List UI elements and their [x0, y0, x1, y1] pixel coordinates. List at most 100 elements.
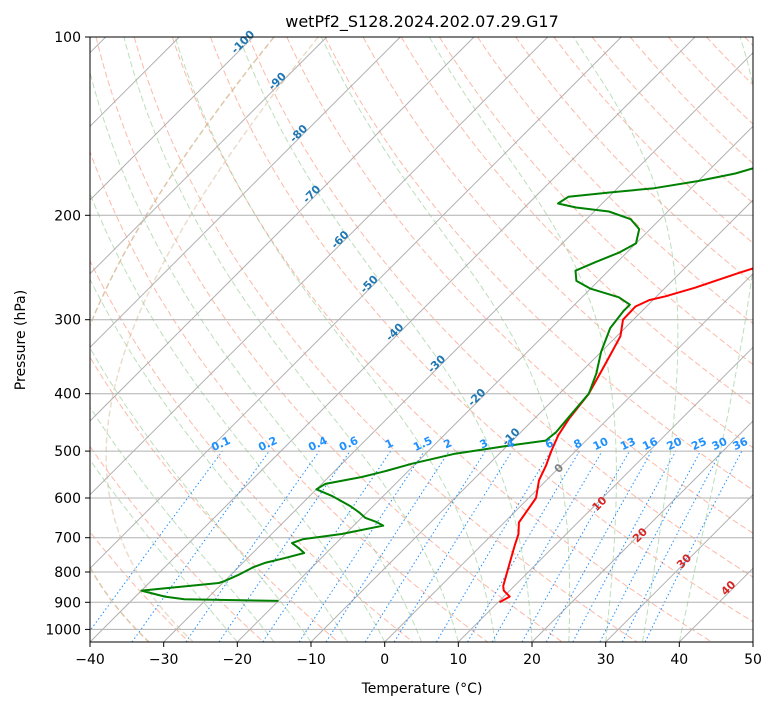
isotherm-label: -60 [328, 228, 351, 251]
y-tick-label: 300 [54, 313, 81, 329]
y-tick-label: 400 [54, 387, 81, 403]
x-tick-label: 20 [523, 652, 541, 668]
dry-adiabat [90, 445, 264, 642]
mixing-ratio-line [298, 450, 425, 642]
mixing-ratio-line [131, 450, 270, 642]
isotherm-label: -50 [358, 272, 381, 295]
mixing-ratio-line [545, 450, 653, 642]
dry-adiabat [744, 37, 753, 47]
x-axis-ticks: −40 −30 −20 −10 0 10 20 30 40 50 [75, 642, 762, 668]
isotherm-line [678, 567, 753, 642]
dry-adiabat [171, 37, 712, 642]
mixing-ratio-line [262, 450, 392, 642]
y-tick-label: 900 [54, 595, 81, 611]
dry-adiabat [515, 37, 753, 284]
x-tick-label: −20 [223, 652, 253, 668]
dry-adiabat [400, 37, 753, 407]
moist-adiabat [572, 37, 679, 642]
mixing-ratio-line [644, 450, 743, 642]
dry-adiabat-label: 0 [552, 461, 567, 476]
mixing-ratio-label: 13 [618, 435, 637, 453]
y-tick-label: 600 [54, 491, 81, 507]
isotherm-line [531, 420, 753, 642]
isotherm-label: -80 [287, 122, 310, 145]
isotherm-line [236, 125, 753, 642]
y-tick-label: 100 [54, 30, 81, 46]
dry-adiabat [90, 531, 190, 642]
x-tick-label: −40 [75, 652, 105, 668]
isotherm-line [90, 37, 401, 349]
isotherm-label: -30 [425, 352, 448, 375]
isotherm-line [90, 37, 328, 275]
mixing-ratio-line [521, 450, 630, 642]
moist-adiabat [320, 37, 571, 642]
moist-adiabat [123, 37, 459, 642]
dry-adiabat [477, 37, 753, 325]
dry-adiabat [362, 37, 753, 449]
y-tick-label: 500 [54, 444, 81, 460]
mixing-ratio-line [393, 450, 513, 642]
moist-adiabat [678, 37, 753, 642]
isotherm-line [457, 346, 753, 642]
isotherm-line [310, 199, 753, 642]
dry-adiabat [248, 37, 753, 578]
moist-adiabat [90, 406, 275, 642]
dry-adiabat [706, 37, 753, 86]
y-tick-label: 700 [54, 531, 81, 547]
background-lines [90, 37, 753, 642]
reference-curve [90, 37, 275, 642]
mixing-ratio-line [185, 450, 320, 642]
isotherm-line [90, 37, 475, 422]
x-tick-label: −30 [149, 652, 179, 668]
mixing-ratio-label: 2 [442, 436, 454, 451]
x-tick-label: 10 [449, 652, 467, 668]
isotherm-line [90, 37, 696, 642]
pressure-gridlines [90, 36, 753, 630]
mixing-ratio-label: 30 [710, 435, 730, 453]
isotherm-line [90, 37, 254, 201]
profile-lines [140, 167, 753, 604]
mixing-ratio-line [218, 450, 351, 642]
isotherm-line [90, 37, 549, 496]
y-axis-ticks: 100 200 300 400 500 600 700 800 900 1000 [45, 30, 90, 638]
isotherm-line [90, 37, 622, 570]
chart-title: wetPf2_S128.2024.202.07.29.G17 [285, 12, 559, 32]
isotherm-label: -90 [266, 70, 289, 93]
x-tick-label: 40 [670, 652, 688, 668]
moist-adiabat [428, 37, 617, 642]
isotherm-line [752, 641, 753, 642]
mixing-ratio-label: 10 [591, 435, 611, 453]
mixing-ratio-line [572, 450, 677, 642]
plot-frame [89, 36, 754, 643]
x-tick-label: 50 [744, 652, 762, 668]
moist-adiabat [90, 70, 422, 642]
moist-adiabat [90, 192, 386, 642]
x-axis-label: Temperature (°C) [361, 681, 483, 697]
mixing-ratio-line [435, 450, 552, 642]
isotherm-label: -20 [465, 386, 488, 409]
mixing-ratio-label: 36 [731, 435, 751, 453]
isotherm-label: -70 [300, 182, 323, 205]
dewpoint-profile [140, 167, 753, 602]
x-tick-label: 0 [380, 652, 389, 668]
y-tick-label: 200 [54, 208, 81, 224]
dry-adiabat [438, 37, 753, 366]
dry-adiabat [210, 37, 753, 623]
isotherm-line [384, 272, 753, 642]
y-axis-label: Pressure (hPa) [13, 290, 29, 390]
mixing-ratio-label: 20 [665, 435, 685, 453]
dry-adiabat [629, 37, 753, 165]
reference-curve [105, 37, 319, 642]
dry-adiabat [90, 259, 414, 642]
dry-adiabat [133, 37, 638, 642]
x-tick-label: −10 [296, 652, 326, 668]
x-tick-label: 30 [597, 652, 615, 668]
isotherm-line [605, 493, 753, 642]
mixing-ratio-label: 16 [640, 435, 660, 453]
mixing-ratio-line [325, 450, 450, 642]
y-tick-label: 800 [54, 565, 81, 581]
moist-adiabat [90, 347, 312, 642]
moist-adiabat [90, 459, 238, 642]
mixing-ratio-label: 1 [383, 436, 395, 451]
dry-adiabat-label: 40 [718, 578, 738, 598]
